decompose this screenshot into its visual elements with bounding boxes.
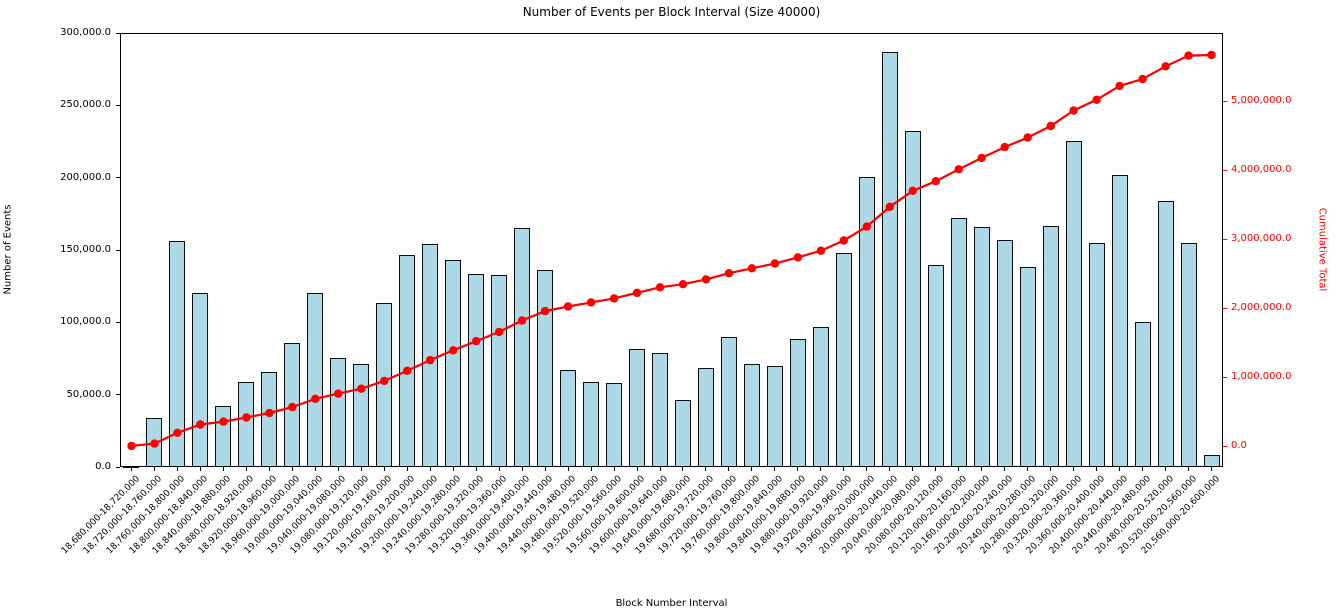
x-tickmark bbox=[337, 467, 339, 471]
y-tick-label-left: 250,000.0 bbox=[60, 99, 111, 111]
y-tick-label-left: 50,000.0 bbox=[66, 388, 111, 400]
y-axis-title-left: Number of Events bbox=[2, 204, 14, 295]
y-tickmark-right bbox=[1223, 307, 1227, 309]
x-tickmark bbox=[1096, 467, 1098, 471]
x-tickmark bbox=[222, 467, 224, 471]
x-tickmark bbox=[176, 467, 178, 471]
x-tickmark bbox=[889, 467, 891, 471]
x-tickmark bbox=[866, 467, 868, 471]
x-tickmark bbox=[567, 467, 569, 471]
y-tick-label-left: 0.0 bbox=[95, 461, 111, 472]
x-tickmark bbox=[981, 467, 983, 471]
x-tickmark bbox=[843, 467, 845, 471]
x-tickmark bbox=[153, 467, 155, 471]
x-tickmark bbox=[1027, 467, 1029, 471]
y-tickmark-left bbox=[116, 394, 120, 396]
x-tickmark bbox=[130, 467, 132, 471]
x-tickmark bbox=[360, 467, 362, 471]
y-tickmark-right bbox=[1223, 169, 1227, 171]
x-axis-title: Block Number Interval bbox=[615, 598, 728, 609]
x-tickmark bbox=[751, 467, 753, 471]
x-tickmark bbox=[291, 467, 293, 471]
x-tickmark bbox=[406, 467, 408, 471]
x-tickmark bbox=[774, 467, 776, 471]
y-tick-label-right: 0.0 bbox=[1231, 440, 1247, 451]
y-tick-label-left: 150,000.0 bbox=[60, 244, 111, 255]
x-tickmark bbox=[590, 467, 592, 471]
x-tickmark bbox=[429, 467, 431, 471]
x-tickmark bbox=[912, 467, 914, 471]
x-tickmark bbox=[958, 467, 960, 471]
y-tickmark-left bbox=[116, 177, 120, 179]
x-tickmark bbox=[1004, 467, 1006, 471]
x-tickmark bbox=[705, 467, 707, 471]
chart-title: Number of Events per Block Interval (Siz… bbox=[522, 5, 821, 19]
x-tickmark bbox=[383, 467, 385, 471]
x-tickmark bbox=[1142, 467, 1144, 471]
y-tick-label-right: 4,000,000.0 bbox=[1231, 164, 1292, 175]
y-tick-label-left: 200,000.0 bbox=[60, 171, 111, 183]
x-tickmark bbox=[544, 467, 546, 471]
y-tick-label-left: 300,000.0 bbox=[60, 27, 111, 38]
y-tickmark-left bbox=[116, 321, 120, 323]
x-tickmark bbox=[613, 467, 615, 471]
y-tickmark-right bbox=[1223, 238, 1227, 240]
y-tickmark-right bbox=[1223, 445, 1227, 447]
y-tick-label-right: 5,000,000.0 bbox=[1231, 95, 1292, 106]
y-tick-label-right: 2,000,000.0 bbox=[1231, 302, 1292, 313]
y-tick-label-right: 1,000,000.0 bbox=[1231, 371, 1292, 382]
x-tickmark bbox=[820, 467, 822, 471]
y-tickmark-right bbox=[1223, 100, 1227, 102]
x-tickmark bbox=[268, 467, 270, 471]
x-tickmark bbox=[636, 467, 638, 471]
x-tickmark bbox=[797, 467, 799, 471]
x-tickmark bbox=[682, 467, 684, 471]
x-tickmark bbox=[1165, 467, 1167, 471]
y-tick-label-right: 3,000,000.0 bbox=[1231, 233, 1292, 244]
x-tickmark bbox=[314, 467, 316, 471]
y-tickmark-left bbox=[116, 32, 120, 34]
x-tickmark bbox=[1050, 467, 1052, 471]
x-tickmark bbox=[452, 467, 454, 471]
x-tickmark bbox=[245, 467, 247, 471]
y-tickmark-right bbox=[1223, 376, 1227, 378]
y-tick-label-left: 100,000.0 bbox=[60, 316, 111, 328]
x-tickmark bbox=[1119, 467, 1121, 471]
y-tickmark-left bbox=[116, 466, 120, 468]
x-tickmark bbox=[1211, 467, 1212, 471]
x-tickmark bbox=[659, 467, 661, 471]
x-tickmark bbox=[935, 467, 937, 471]
x-tickmark bbox=[475, 467, 477, 471]
x-tickmark bbox=[521, 467, 523, 471]
y-axis-title-right: Cumulative Total bbox=[1316, 207, 1328, 292]
x-tickmark bbox=[498, 467, 500, 471]
x-tickmark bbox=[1073, 467, 1075, 471]
x-tickmark bbox=[1188, 467, 1190, 471]
y-tickmark-left bbox=[116, 249, 120, 251]
y-tickmark-left bbox=[116, 104, 120, 106]
x-tickmark bbox=[728, 467, 730, 471]
plot-frame bbox=[120, 33, 1223, 467]
x-tickmark bbox=[199, 467, 201, 471]
